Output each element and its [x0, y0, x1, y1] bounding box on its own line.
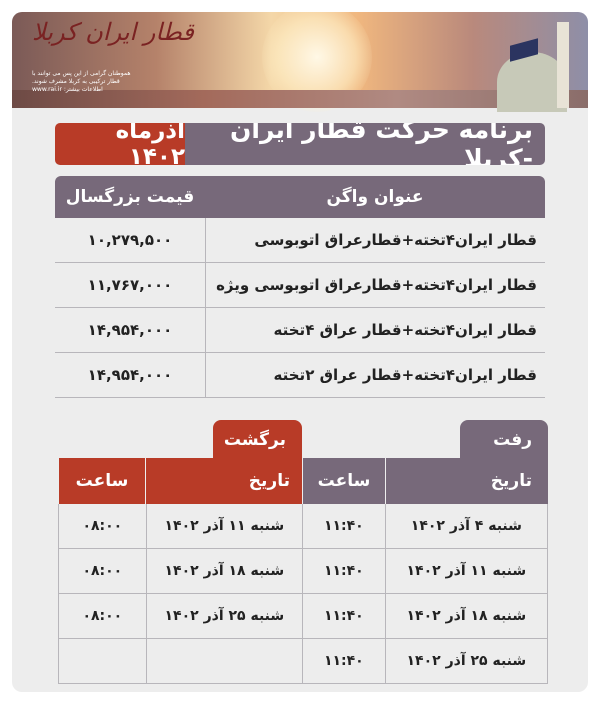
- schedule-header: تاریخ ساعت تاریخ ساعت: [58, 458, 548, 504]
- header-adult-price: قیمت بزرگسال: [65, 187, 195, 207]
- departure-time: ۱۱:۴۰: [302, 594, 385, 638]
- title-month: آذرماه ۱۴۰۲: [55, 123, 185, 165]
- return-date: [145, 639, 302, 683]
- departure-time: ۱۱:۴۰: [302, 549, 385, 593]
- wagon-title: قطار ایران۴تخته+قطارعراق اتوبوسی ویژه: [205, 263, 545, 307]
- return-date: شنبه ۱۸ آذر ۱۴۰۲: [145, 549, 302, 593]
- return-tab: برگشت: [213, 420, 302, 460]
- table-row: شنبه ۱۱ آذر ۱۴۰۲ ۱۱:۴۰ شنبه ۱۸ آذر ۱۴۰۲ …: [58, 549, 548, 594]
- departure-date: شنبه ۲۵ آذر ۱۴۰۲: [384, 639, 547, 683]
- tagline-text: هموطنان گرامی از این پس می توانند با قطا…: [32, 70, 131, 85]
- minaret-graphic: [557, 22, 569, 108]
- schedule-table: تاریخ ساعت تاریخ ساعت شنبه ۴ آذر ۱۴۰۲ ۱۱…: [58, 458, 548, 684]
- header-return-time: ساعت: [58, 458, 145, 504]
- page-title: برنامه حرکت قطار ایران -کربلا آذرماه ۱۴۰…: [55, 123, 545, 165]
- banner: قطار ایران کربلا هموطنان گرامی از این پس…: [12, 12, 588, 112]
- logo: قطار ایران کربلا: [32, 18, 194, 46]
- return-time: ۰۸:۰۰: [82, 563, 123, 579]
- adult-price: ۱۴,۹۵۴,۰۰۰: [87, 366, 173, 384]
- return-time: [59, 639, 146, 683]
- header-departure-date: تاریخ: [385, 458, 548, 504]
- table-row: قطار ایران۴تخته+قطار عراق ۴تخته ۱۴,۹۵۴,۰…: [55, 308, 545, 353]
- table-row: شنبه ۴ آذر ۱۴۰۲ ۱۱:۴۰ شنبه ۱۱ آذر ۱۴۰۲ ۰…: [58, 504, 548, 549]
- price-table-header: عنوان واگن قیمت بزرگسال: [55, 176, 545, 218]
- return-time: ۰۸:۰۰: [82, 518, 123, 534]
- wagon-title: قطار ایران۴تخته+قطار عراق ۲تخته: [205, 353, 545, 397]
- departure-date: شنبه ۱۸ آذر ۱۴۰۲: [384, 594, 547, 638]
- table-row: قطار ایران۴تخته+قطارعراق اتوبوسی ۱۰,۲۷۹,…: [55, 218, 545, 263]
- return-time: ۰۸:۰۰: [82, 608, 123, 624]
- table-row: شنبه ۱۸ آذر ۱۴۰۲ ۱۱:۴۰ شنبه ۲۵ آذر ۱۴۰۲ …: [58, 594, 548, 639]
- departure-date: شنبه ۴ آذر ۱۴۰۲: [384, 504, 547, 548]
- adult-price: ۱۱,۷۶۷,۰۰۰: [87, 276, 173, 294]
- return-date: شنبه ۱۱ آذر ۱۴۰۲: [145, 504, 302, 548]
- departure-time: ۱۱:۴۰: [302, 639, 385, 683]
- table-row: قطار ایران۴تخته+قطارعراق اتوبوسی ویژه ۱۱…: [55, 263, 545, 308]
- wagon-title: قطار ایران۴تخته+قطارعراق اتوبوسی: [205, 218, 545, 262]
- departure-time: ۱۱:۴۰: [302, 504, 385, 548]
- title-main: برنامه حرکت قطار ایران -کربلا: [185, 123, 545, 165]
- adult-price: ۱۴,۹۵۴,۰۰۰: [87, 321, 173, 339]
- table-row: شنبه ۲۵ آذر ۱۴۰۲ ۱۱:۴۰: [58, 639, 548, 684]
- return-date: شنبه ۲۵ آذر ۱۴۰۲: [145, 594, 302, 638]
- table-row: قطار ایران۴تخته+قطار عراق ۲تخته ۱۴,۹۵۴,۰…: [55, 353, 545, 398]
- infographic-panel: قطار ایران کربلا هموطنان گرامی از این پس…: [12, 12, 588, 692]
- wagon-title: قطار ایران۴تخته+قطار عراق ۴تخته: [205, 308, 545, 352]
- tagline: هموطنان گرامی از این پس می توانند با قطا…: [32, 70, 142, 94]
- shrine-dome-graphic: [497, 52, 567, 112]
- departure-date: شنبه ۱۱ آذر ۱۴۰۲: [384, 549, 547, 593]
- ground-graphic: [12, 90, 588, 108]
- departure-tab: رفت: [460, 420, 548, 460]
- price-table: عنوان واگن قیمت بزرگسال قطار ایران۴تخته+…: [55, 176, 545, 398]
- header-return-date: تاریخ: [145, 458, 302, 504]
- website-link: اطلاعات بیشتر: www.rai.ir: [32, 86, 103, 93]
- adult-price: ۱۰,۲۷۹,۵۰۰: [87, 231, 173, 249]
- header-wagon-title: عنوان واگن: [326, 187, 424, 207]
- header-departure-time: ساعت: [302, 458, 385, 504]
